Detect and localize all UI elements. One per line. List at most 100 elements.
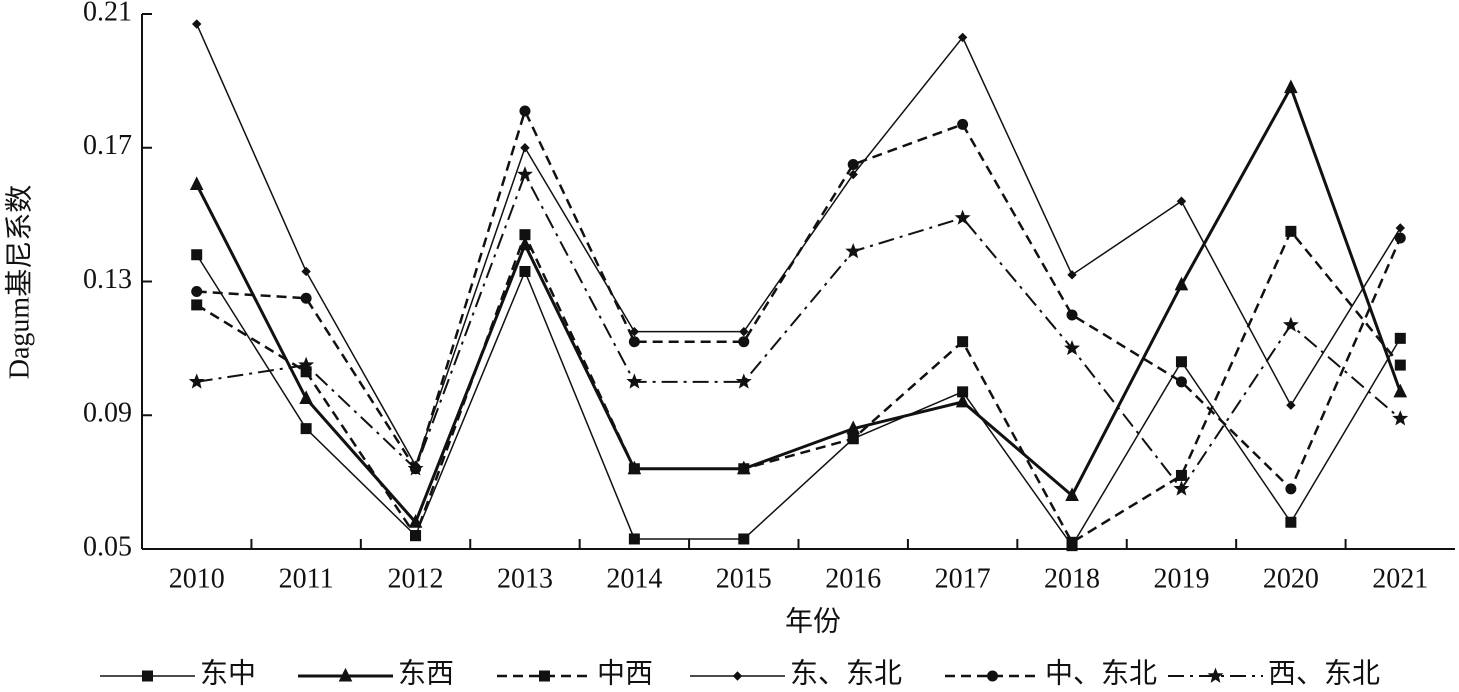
legend-label: 中、东北 — [1045, 657, 1157, 689]
legend-marker — [142, 670, 153, 682]
data-point — [519, 229, 531, 241]
data-point — [1282, 316, 1299, 332]
legend-item: 西、东北 — [1168, 657, 1380, 689]
x-tick-label: 2016 — [825, 563, 881, 594]
data-point — [957, 32, 968, 43]
x-tick-label: 2021 — [1372, 563, 1428, 594]
data-point — [739, 326, 749, 337]
data-point — [1066, 309, 1078, 321]
y-tick-label: 0.21 — [83, 0, 132, 27]
legend-item: 中西 — [497, 657, 653, 689]
legend-label: 东中 — [200, 657, 256, 689]
series-line — [196, 172, 1401, 491]
legend-label: 中西 — [597, 657, 653, 689]
data-point — [1394, 332, 1406, 344]
data-point — [845, 243, 862, 259]
x-tick-label: 2013 — [497, 563, 553, 594]
data-point — [1173, 480, 1190, 496]
data-point — [1393, 383, 1408, 398]
data-point — [628, 463, 640, 475]
x-tick-label: 2014 — [606, 563, 662, 594]
y-tick-label: 0.05 — [83, 531, 132, 562]
data-point — [847, 433, 859, 445]
data-point — [189, 176, 204, 191]
data-point — [1065, 487, 1079, 501]
data-point — [957, 118, 969, 130]
x-tick-label: 2015 — [716, 563, 772, 594]
data-point — [300, 292, 312, 304]
data-point — [1066, 536, 1078, 548]
data-point — [300, 423, 312, 435]
y-tick-label: 0.09 — [83, 398, 132, 429]
data-point — [192, 19, 202, 29]
data-point — [516, 166, 533, 182]
data-point — [1285, 225, 1297, 237]
data-point — [1394, 359, 1406, 371]
y-tick-label: 0.13 — [83, 264, 132, 295]
legend-marker — [1207, 667, 1224, 683]
series-line — [196, 23, 1401, 468]
x-axis-label: 年份 — [785, 605, 841, 637]
data-point — [519, 105, 531, 117]
legend-marker — [732, 671, 743, 681]
data-point — [1175, 469, 1187, 481]
x-tick-label: 2011 — [279, 563, 334, 594]
data-point — [301, 266, 311, 277]
data-point — [1284, 79, 1298, 94]
x-tick-label: 2019 — [1153, 563, 1209, 594]
data-point — [1064, 340, 1081, 356]
data-point — [738, 463, 750, 475]
series-line — [196, 107, 1402, 491]
data-point — [518, 236, 532, 251]
data-point — [298, 356, 315, 372]
data-point — [519, 265, 531, 277]
data-point — [955, 393, 970, 408]
data-point — [1176, 196, 1187, 206]
data-point — [299, 390, 313, 405]
y-axis-label: Dagum基尼系数 — [3, 185, 35, 379]
data-point — [191, 299, 203, 311]
data-point — [957, 336, 969, 348]
legend-marker — [338, 667, 353, 682]
data-point — [954, 209, 971, 225]
legend-item: 中、东北 — [945, 657, 1157, 689]
data-point — [191, 249, 203, 261]
legend-label: 西、东北 — [1268, 657, 1380, 689]
data-point — [1395, 223, 1405, 233]
legend-marker — [539, 670, 550, 682]
data-point — [735, 373, 752, 389]
legend-marker — [987, 670, 998, 682]
data-point — [410, 530, 422, 542]
legend-item: 东、东北 — [690, 657, 902, 689]
legend-item: 东西 — [298, 657, 454, 689]
data-point — [628, 336, 640, 348]
data-point — [1286, 400, 1296, 410]
data-point — [1067, 270, 1077, 280]
x-tick-label: 2010 — [169, 563, 225, 594]
x-tick-label: 2012 — [388, 563, 444, 594]
data-point — [628, 533, 640, 545]
legend-label: 东西 — [398, 657, 454, 689]
data-point — [848, 169, 858, 180]
data-point — [847, 158, 859, 170]
data-point — [520, 143, 530, 153]
x-tick-label: 2018 — [1044, 563, 1100, 594]
data-point — [407, 460, 424, 476]
x-tick-label: 2017 — [935, 563, 991, 594]
series-line — [196, 254, 1401, 548]
series-line — [195, 83, 1402, 526]
data-point — [1175, 376, 1187, 388]
data-point — [1285, 516, 1297, 528]
x-tick-label: 2020 — [1263, 563, 1319, 594]
data-point — [738, 336, 750, 348]
data-point — [738, 533, 750, 545]
data-point — [626, 373, 643, 389]
legend-label: 东、东北 — [790, 657, 902, 689]
data-point — [1175, 356, 1187, 368]
data-point — [1394, 232, 1406, 244]
legend-item: 东中 — [100, 657, 256, 689]
y-tick-label: 0.17 — [83, 130, 132, 161]
data-point — [1174, 276, 1189, 291]
